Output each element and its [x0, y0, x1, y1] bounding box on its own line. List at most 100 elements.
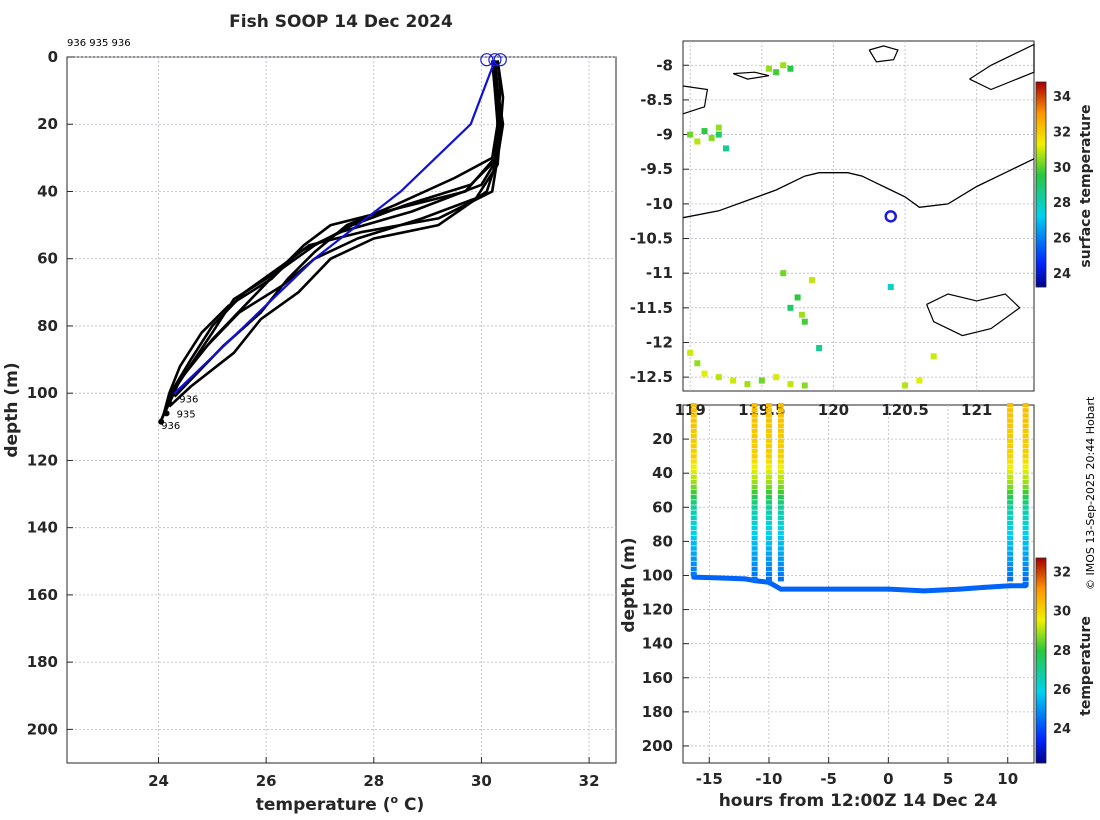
cast-sample [777, 551, 784, 556]
colorbar-segment [1036, 148, 1046, 150]
colorbar-segment [1036, 277, 1046, 279]
colorbar-segment [1036, 91, 1046, 93]
colorbar-segment [1036, 712, 1046, 714]
map-colorbar-tick: 28 [1053, 196, 1071, 211]
cast-sample [751, 495, 758, 500]
profile-latest-cast [173, 60, 496, 394]
colorbar-segment [1036, 284, 1046, 286]
map-ytick-label: -8.5 [640, 91, 673, 109]
colorbar-segment [1036, 102, 1046, 104]
colorbar-segment [1036, 116, 1046, 118]
cast-sample [1007, 505, 1014, 510]
cast-sample [1007, 489, 1014, 495]
colorbar-segment [1036, 575, 1046, 577]
colorbar-segment [1036, 755, 1046, 757]
colorbar-segment [1036, 617, 1046, 619]
colorbar-segment [1036, 681, 1046, 683]
colorbar-segment [1036, 214, 1046, 216]
timeseries-ytick-label: 160 [642, 669, 673, 687]
cast-sample [777, 403, 784, 408]
colorbar-segment [1036, 216, 1046, 218]
colorbar-segment [1036, 710, 1046, 712]
colorbar-segment [1036, 245, 1046, 247]
cast-sample [751, 520, 758, 526]
cast-sample [765, 525, 772, 531]
colorbar-segment [1036, 562, 1046, 564]
cast-sample [765, 403, 772, 408]
colorbar-segment [1036, 105, 1046, 107]
profile-plot: 24 26 28 30 32 0 20 40 60 80 100 120 140 160 180 200 93… [2, 38, 617, 815]
profile-xlabel: temperature (o C) [256, 793, 425, 815]
cast-sample [1007, 438, 1014, 444]
cast-sample [777, 469, 784, 474]
timeseries-ytick-label: 200 [642, 737, 673, 755]
colorbar-segment [1036, 237, 1046, 239]
sst-pixel [730, 377, 737, 384]
map-ticks: 119 119.5 120 120.5 121-8-8.5-9-9.5-10-10.5-… [630, 56, 993, 419]
colorbar-segment [1036, 146, 1046, 148]
colorbar-segment [1036, 244, 1046, 246]
cast-sample [751, 454, 758, 459]
colorbar-segment [1036, 247, 1046, 249]
colorbar-segment [1036, 745, 1046, 747]
cast-sample [765, 551, 772, 556]
colorbar-segment [1036, 750, 1046, 752]
colorbar-segment [1036, 243, 1046, 245]
cast-sample [777, 459, 784, 464]
colorbar-segment [1036, 648, 1046, 650]
cast-sample [777, 510, 784, 515]
map-ytick-label: -10.5 [630, 230, 673, 248]
colorbar-segment [1036, 143, 1046, 145]
colorbar-segment [1036, 130, 1046, 132]
colorbar-segment [1036, 733, 1046, 735]
colorbar-segment [1036, 629, 1046, 631]
colorbar-segment [1036, 722, 1046, 724]
cast-sample [777, 408, 784, 413]
colorbar-segment [1036, 631, 1046, 633]
colorbar-segment [1036, 264, 1046, 266]
cast-sample [1007, 433, 1014, 439]
colorbar-segment [1036, 723, 1046, 725]
colorbar-segment [1036, 604, 1046, 606]
colorbar-segment [1036, 124, 1046, 126]
colorbar-segment [1036, 268, 1046, 270]
colorbar-segment [1036, 679, 1046, 681]
cast-sample [1022, 500, 1029, 505]
colorbar-segment [1036, 711, 1046, 713]
cast-sample [751, 535, 758, 541]
sst-pixel [801, 382, 808, 389]
timeseries-colorbar-tick: 24 [1053, 722, 1071, 737]
colorbar-segment [1036, 155, 1046, 157]
colorbar-segment [1036, 558, 1046, 560]
sst-pixel [701, 128, 708, 135]
colorbar-segment [1036, 122, 1046, 124]
colorbar-segment [1036, 731, 1046, 733]
colorbar-segment [1036, 83, 1046, 85]
colorbar-segment [1036, 654, 1046, 656]
cast-sample [777, 571, 784, 577]
colorbar-segment [1036, 166, 1046, 168]
sst-pixel [687, 131, 694, 138]
colorbar-segment [1036, 100, 1046, 102]
timeseries-ticks: -15 -10 -5 0 5 10 20 40 60 80 100 120 140 160 180 200 [642, 430, 1018, 788]
colorbar-segment [1036, 592, 1046, 594]
colorbar-segment [1036, 678, 1046, 680]
colorbar-segment [1036, 564, 1046, 566]
cast-sample [1007, 413, 1014, 418]
sst-pixel [780, 270, 787, 277]
surface-marker [480, 53, 494, 67]
colorbar-segment [1036, 265, 1046, 267]
colorbar-segment [1036, 581, 1046, 583]
map-xtick-label: 119 [675, 401, 706, 419]
cast-sample [690, 433, 697, 439]
colorbar-segment [1036, 267, 1046, 269]
colorbar-segment [1036, 153, 1046, 155]
cast-sample [765, 474, 772, 480]
colorbar-segment [1036, 685, 1046, 687]
profile-ytick-label: 160 [27, 586, 58, 604]
colorbar-segment [1036, 253, 1046, 255]
colorbar-segment [1036, 249, 1046, 251]
colorbar-segment [1036, 572, 1046, 574]
colorbar-segment [1036, 219, 1046, 221]
profile-xlabel-end: C) [398, 795, 424, 815]
